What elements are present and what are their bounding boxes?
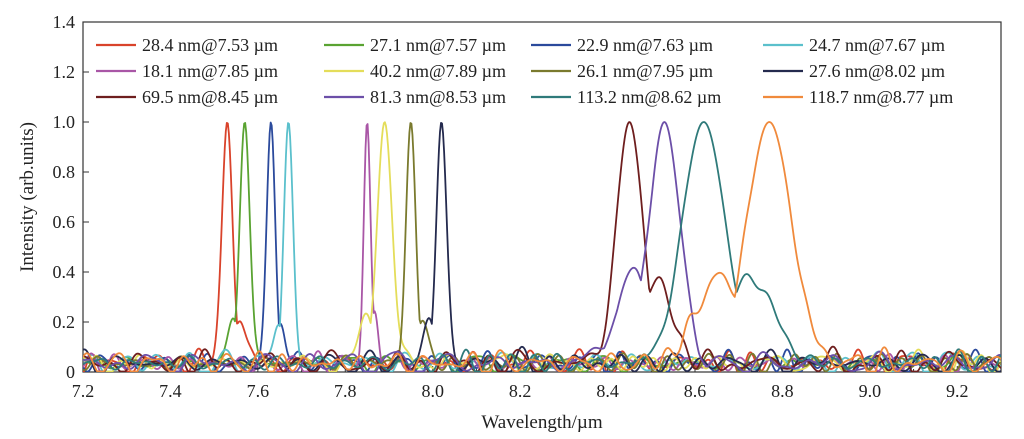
y-tick-label: 0.8 (53, 162, 76, 182)
x-tick-label: 8.4 (596, 381, 619, 401)
legend-label: 22.9 nm@7.63 µm (577, 35, 713, 55)
legend-label: 24.7 nm@7.67 µm (809, 35, 945, 55)
y-tick-label: 0.2 (53, 312, 76, 332)
y-tick-label: 1.2 (53, 62, 76, 82)
legend-label: 40.2 nm@7.89 µm (370, 61, 506, 81)
legend-label: 118.7 nm@8.77 µm (809, 87, 953, 107)
x-tick-label: 8.0 (421, 381, 444, 401)
x-tick-label: 7.8 (334, 381, 357, 401)
x-tick-label: 9.2 (946, 381, 969, 401)
x-tick-label: 8.2 (509, 381, 532, 401)
series-line (83, 121, 1001, 372)
legend-label: 28.4 nm@7.53 µm (142, 35, 278, 55)
legend-label: 26.1 nm@7.95 µm (577, 61, 713, 81)
legend-label: 18.1 nm@7.85 µm (142, 61, 278, 81)
y-tick-label: 1.4 (53, 12, 76, 32)
legend-label: 27.6 nm@8.02 µm (809, 61, 945, 81)
x-tick-label: 8.8 (771, 381, 794, 401)
legend-label: 27.1 nm@7.57 µm (370, 35, 506, 55)
legend-label: 81.3 nm@8.53 µm (370, 87, 506, 107)
y-tick-label: 0.6 (53, 212, 76, 232)
x-tick-label: 7.6 (247, 381, 270, 401)
x-tick-label: 7.2 (72, 381, 95, 401)
x-tick-label: 7.4 (159, 381, 182, 401)
y-tick-label: 0.4 (53, 262, 76, 282)
legend-label: 69.5 nm@8.45 µm (142, 87, 278, 107)
y-tick-label: 0 (66, 362, 75, 382)
series-line (83, 121, 1001, 372)
x-axis-title: Wavelength/µm (481, 412, 602, 433)
series-line (83, 121, 1001, 372)
legend-label: 113.2 nm@8.62 µm (577, 87, 721, 107)
y-tick-label: 1.0 (53, 112, 76, 132)
x-tick-label: 8.6 (684, 381, 707, 401)
x-tick-label: 9.0 (859, 381, 882, 401)
y-axis-title: Intensity (arb.units) (17, 122, 38, 272)
series-group (83, 121, 1001, 372)
series-line (83, 121, 1001, 372)
